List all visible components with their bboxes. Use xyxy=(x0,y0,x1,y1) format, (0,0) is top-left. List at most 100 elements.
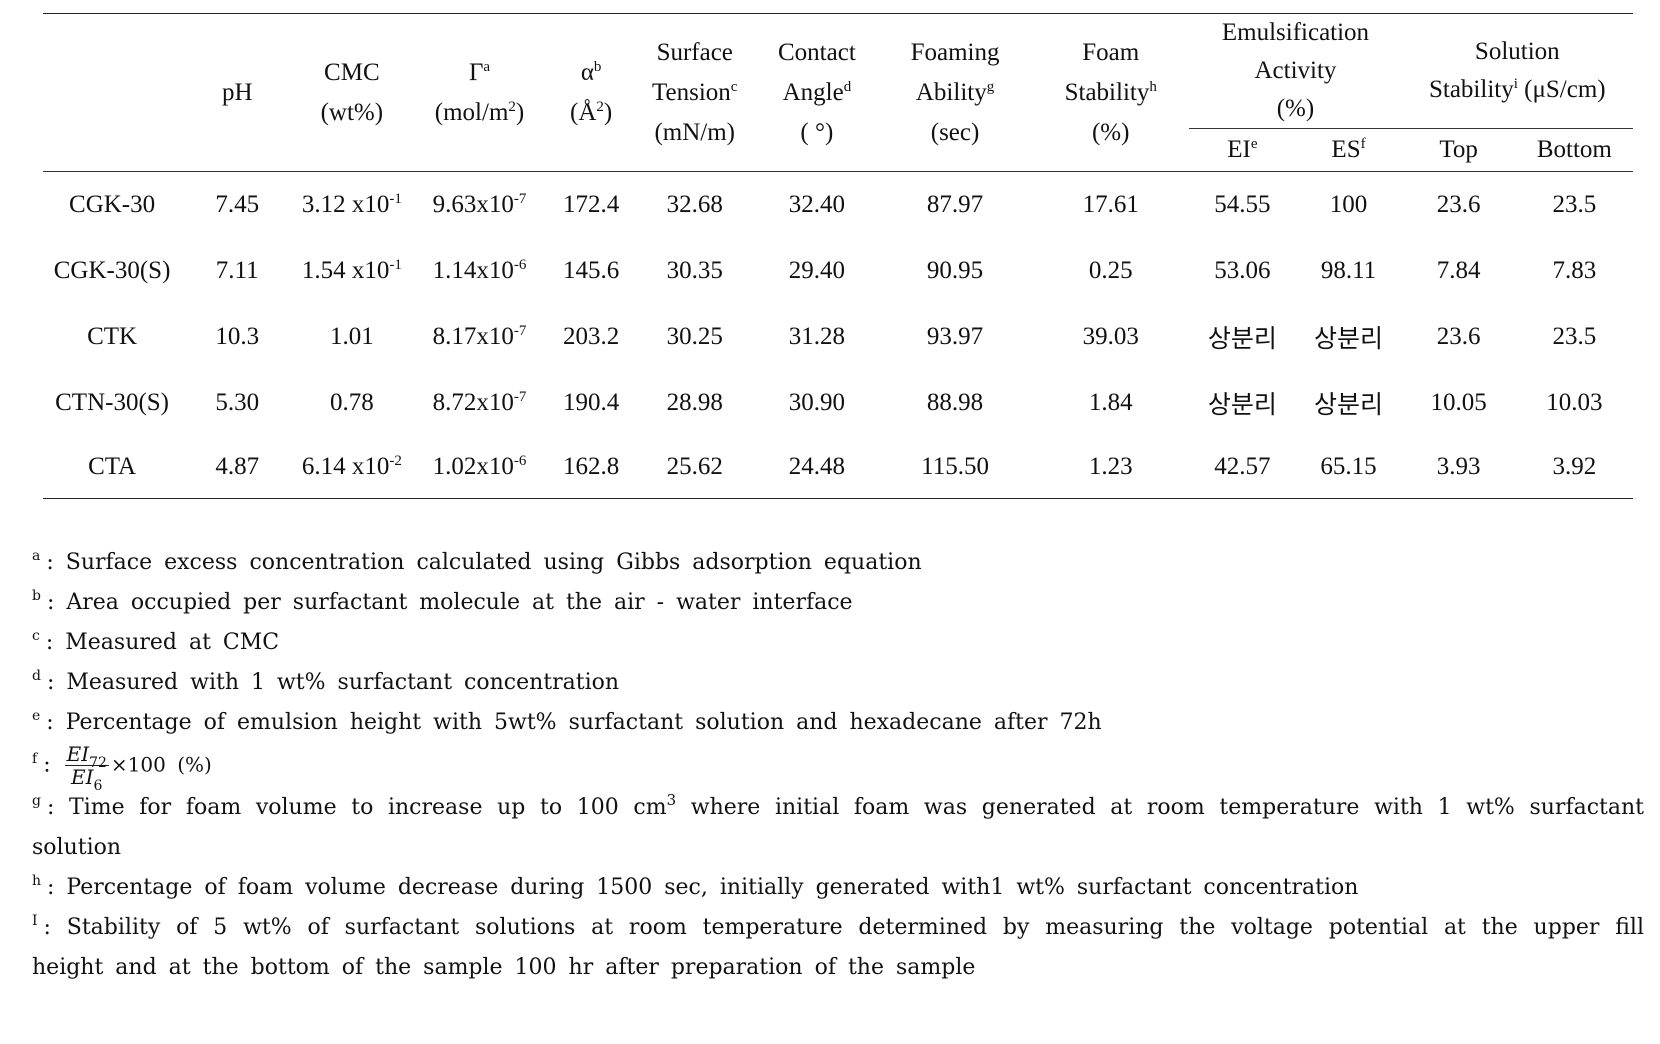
cell: 30.25 xyxy=(666,323,723,350)
text: EI xyxy=(1227,136,1251,163)
cell: 90.95 xyxy=(926,257,984,284)
cell: 1.54 x10-1 xyxy=(293,238,410,304)
superscript: e xyxy=(1250,136,1258,152)
text: where initial foam was generated at room… xyxy=(32,795,1644,860)
cell: 87.97 xyxy=(926,191,984,218)
text: Stability xyxy=(1064,78,1150,106)
text: Stability xyxy=(1428,76,1514,103)
superscript: i xyxy=(1513,76,1518,92)
header-line: Stabilityi (μS/cm) xyxy=(1402,71,1633,109)
header-line: Angled xyxy=(756,73,878,113)
header-line: Surface xyxy=(634,33,756,73)
text: Ability xyxy=(915,78,987,106)
sub-header: ESf xyxy=(1295,128,1402,172)
column-header: Γa (mol/m2) xyxy=(410,13,549,172)
cell: 4.87 xyxy=(181,436,294,499)
text: (μS/cm) xyxy=(1517,76,1606,103)
superscript: 2 xyxy=(596,98,604,115)
header-line: pH xyxy=(181,73,293,113)
text: Γ xyxy=(468,58,484,86)
superscript: g xyxy=(986,78,995,95)
cell: 115.50 xyxy=(877,436,1033,499)
cell: 145.6 xyxy=(563,257,620,284)
cell: 상분리 xyxy=(1207,326,1277,353)
cell: 65.15 xyxy=(1295,436,1402,499)
row-label: CTA xyxy=(43,436,182,499)
cell: 23.5 xyxy=(1552,191,1597,218)
text: : Surface excess concentration calculate… xyxy=(46,550,922,575)
header-line: CMC xyxy=(293,53,410,93)
text: CMC xyxy=(324,58,380,86)
header-line: (mol/m2) xyxy=(410,93,548,133)
superscript: 3 xyxy=(666,791,677,809)
superscript: -7 xyxy=(513,323,527,339)
cell: 88.98 xyxy=(926,389,984,416)
header-line: Foaming xyxy=(878,33,1032,73)
denominator: EI6 xyxy=(71,765,102,793)
text: : xyxy=(43,752,63,778)
cell: 162.8 xyxy=(548,436,634,499)
text: Contact xyxy=(778,38,856,66)
cell: 93.97 xyxy=(926,323,984,350)
superscript: -7 xyxy=(513,191,527,207)
numerator: EI72 xyxy=(64,742,109,770)
text: : Stability of 5 wt% of surfactant solut… xyxy=(32,915,1644,980)
table-row: CTK 10.3 1.01 8.17x10-7 203.2 30.25 31.28 93.97… xyxy=(43,304,1633,370)
text: : Measured with 1 wt% surfactant concent… xyxy=(46,670,620,695)
cell: 203.2 xyxy=(563,323,620,350)
cell: 42.57 xyxy=(1189,436,1296,499)
footnote: I: Stability of 5 wt% of surfactant solu… xyxy=(32,908,1644,988)
text: EI xyxy=(71,765,94,789)
text: : Area occupied per surfactant molecule … xyxy=(46,590,853,615)
cell: 30.35 xyxy=(666,257,723,284)
subheader-row: EIe ESf Top Bottom xyxy=(43,128,1633,172)
text: pH xyxy=(221,78,253,106)
cell: 3.92 xyxy=(1515,436,1633,499)
header-line: Activity xyxy=(1189,52,1401,90)
header-line: Emulsification xyxy=(1189,14,1401,52)
formula-tail: ×100 (%) xyxy=(110,752,212,777)
cell: 29.40 xyxy=(788,257,845,284)
cell: 32.40 xyxy=(788,191,845,218)
row-label: CTN-30(S) xyxy=(55,389,170,416)
header-line: Stabilityh xyxy=(1032,73,1189,113)
text: Angle xyxy=(782,78,844,106)
text: (sec) xyxy=(930,118,980,146)
cell: 3.93 xyxy=(1401,436,1516,499)
text: : Percentage of emulsion height with 5wt… xyxy=(46,710,1102,735)
table-row: CGK-30(S) 7.11 1.54 x10-1 1.14x10-6 145.6 30.… xyxy=(43,238,1633,304)
footnote: d : Measured with 1 wt% surfactant concen… xyxy=(32,663,1644,703)
footnote-mark: a xyxy=(32,548,41,564)
footnotes: a : Surface excess concentration calculat… xyxy=(32,543,1644,988)
table-row: CGK-30 7.45 3.12 x10-1 9.63x10-7 172.4 32.68 3… xyxy=(43,172,1633,239)
text: α xyxy=(580,58,594,86)
header-line: (%) xyxy=(1189,90,1401,128)
footnote-mark: b xyxy=(32,588,41,604)
cell: 5.30 xyxy=(215,389,260,416)
cell: 상분리 xyxy=(1314,392,1384,419)
text: EI xyxy=(66,742,90,766)
fraction: EI72 EI6 xyxy=(64,742,109,793)
footnote: f: EI72 EI6 ×100 (%) xyxy=(32,742,1644,793)
cell: 31.28 xyxy=(788,323,845,350)
cell: 7.83 xyxy=(1552,257,1597,284)
footnote: b : Area occupied per surfactant molecule… xyxy=(32,583,1644,623)
footnote: h: Percentage of foam volume decrease du… xyxy=(32,868,1644,908)
superscript: -1 xyxy=(389,191,402,207)
text: Bottom xyxy=(1536,136,1612,163)
cell: 28.98 xyxy=(666,389,723,416)
cell: 54.55 xyxy=(1214,191,1271,218)
cell: 53.06 xyxy=(1214,257,1271,284)
superscript: d xyxy=(843,78,852,95)
footnote: g: Time for foam volume to increase up t… xyxy=(32,788,1644,868)
column-header: CMC (wt%) xyxy=(293,13,411,172)
table-row: CTN-30(S) 5.30 0.78 8.72x10-7 190.4 28.98 30.9… xyxy=(43,370,1633,436)
footnote-mark: e xyxy=(32,708,41,724)
footnote-mark: d xyxy=(32,668,41,684)
header-line: (Å2) xyxy=(549,93,634,133)
cell: 1.01 xyxy=(329,323,374,350)
row-label: CGK-30(S) xyxy=(53,257,171,284)
cell: 23.5 xyxy=(1552,323,1597,350)
cell: 7.45 xyxy=(215,191,260,218)
